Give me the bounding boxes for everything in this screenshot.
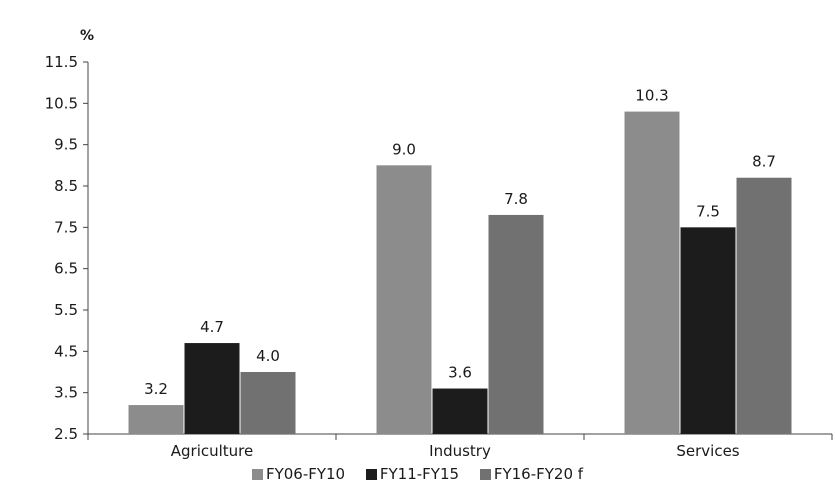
bar-data-label: 10.3: [635, 87, 668, 105]
bar-data-label: 3.2: [144, 380, 168, 398]
bar: [376, 165, 432, 435]
legend-swatch-fy11-fy15: [365, 469, 377, 480]
bar-data-label: 8.7: [752, 153, 776, 171]
y-tick-label: 9.5: [54, 136, 78, 154]
y-tick-label: 3.5: [54, 384, 78, 402]
bar: [432, 388, 488, 434]
y-tick-label: 11.5: [45, 53, 78, 71]
bar-data-label: 3.6: [448, 364, 472, 382]
bar-data-label: 7.5: [696, 202, 720, 220]
y-tick-label: 4.5: [54, 342, 78, 360]
y-tick-label: 5.5: [54, 301, 78, 319]
y-tick-label: 7.5: [54, 218, 78, 236]
bar: [488, 214, 544, 434]
bar: [736, 177, 792, 434]
bar-data-label: 4.7: [200, 318, 224, 336]
bar: [240, 372, 296, 434]
bar-data-label: 4.0: [256, 347, 280, 365]
bar-data-label: 9.0: [392, 140, 416, 158]
x-axis-ticks: Agriculture Industry Services: [87, 434, 833, 460]
legend-swatch-fy06-fy10: [251, 469, 263, 480]
legend-item-fy16-fy20-f: FY16-FY20 f: [479, 465, 584, 483]
legend-swatch-fy16-fy20-f: [479, 469, 491, 480]
bar: [184, 343, 240, 434]
x-category-label: Industry: [429, 442, 491, 460]
y-axis-ticks: 2.5 3.5 4.5 5.5 6.5 7.5 8.5 9.5 10.5 11.5: [45, 53, 88, 443]
legend-item-fy11-fy15: FY11-FY15: [365, 465, 460, 483]
bar-data-label: 7.8: [504, 190, 528, 208]
bar-groups: 3.2 4.7 4.0 9.0 3.6 7.8 10.3 7.5 8.7: [128, 87, 792, 435]
y-tick-label: 6.5: [54, 260, 78, 278]
legend-label: FY16-FY20 f: [493, 465, 584, 483]
bar: [680, 227, 736, 434]
legend-label: FY06-FY10: [265, 465, 346, 483]
legend: FY06-FY10 FY11-FY15 FY16-FY20 f: [0, 465, 835, 483]
x-category-label: Agriculture: [171, 442, 254, 460]
legend-label: FY11-FY15: [379, 465, 460, 483]
bar: [624, 111, 680, 434]
y-unit-label: %: [80, 28, 94, 44]
y-tick-label: 2.5: [54, 425, 78, 443]
x-category-label: Services: [676, 442, 739, 460]
y-tick-label: 8.5: [54, 177, 78, 195]
bar-chart: % 2.5 3.5 4.5 5.5 6.5 7.5 8.5 9.5 10.5 11.5 Agric…: [45, 28, 833, 460]
y-tick-label: 10.5: [45, 94, 78, 112]
bar: [128, 405, 184, 434]
legend-item-fy06-fy10: FY06-FY10: [251, 465, 346, 483]
